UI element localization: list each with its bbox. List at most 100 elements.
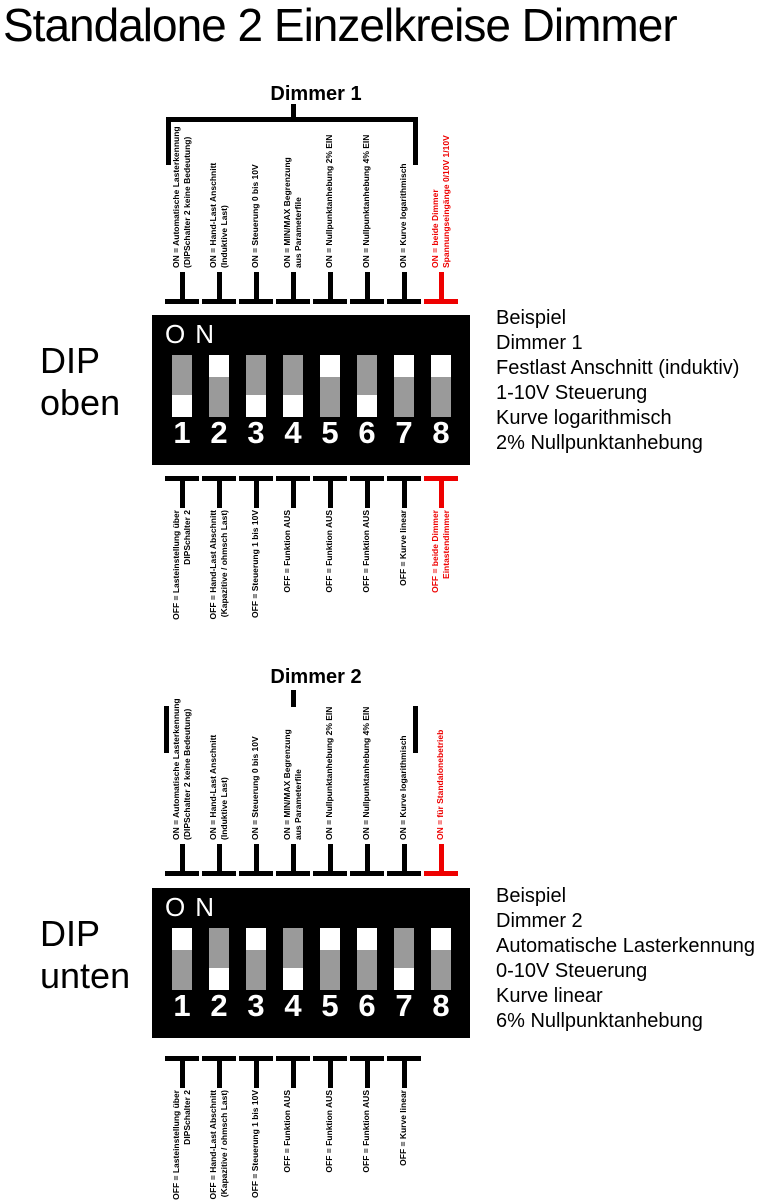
dip-switch-4 <box>283 355 303 417</box>
dip-switch-4 <box>283 928 303 990</box>
switch-actuator <box>209 968 229 990</box>
switch-actuator <box>246 928 266 950</box>
switch-actuator <box>357 395 377 417</box>
dip-switch-8 <box>431 355 451 417</box>
switch-7-off-label: OFF = Kurve linear <box>398 1090 408 1166</box>
example-oben: Beispiel Dimmer 1 Festlast Anschnitt (in… <box>496 306 739 456</box>
switch-7-top-tick <box>387 272 421 304</box>
switch-2-top-tick <box>202 272 236 304</box>
switch-3-off-label: OFF = Steuerung 1 bis 10V <box>250 1090 260 1198</box>
switch-1-top-tick <box>165 272 199 304</box>
switch-1-off-label: OFF = Lasteinstellung über DIPSchalter 2 <box>171 1090 192 1200</box>
switch-6-bottom-tick <box>350 1056 384 1088</box>
switch-number: 5 <box>321 415 339 450</box>
switch-actuator <box>172 395 192 417</box>
switch-8-bottom-tick <box>424 476 458 508</box>
switch-number: 4 <box>284 988 302 1023</box>
dip-unten-side-label: DIP unten <box>40 913 131 996</box>
example-line: Automatische Lasterkennung <box>496 935 756 957</box>
dip-switch-3 <box>246 928 266 990</box>
dimmer-1-label: Dimmer 1 <box>270 83 362 105</box>
switch-actuator <box>394 968 414 990</box>
example-line: Dimmer 2 <box>496 910 583 932</box>
dip-switch-5 <box>320 928 340 990</box>
switch-number: 1 <box>173 988 191 1023</box>
switch-number: 6 <box>358 988 376 1023</box>
switch-2-off-label: OFF = Hand-Last Abschnitt (Kapazitive / o… <box>208 1090 229 1200</box>
switch-8-off-label: OFF = beide Dimmer Eintastendimmer <box>430 510 451 593</box>
dip-switch-7 <box>394 355 414 417</box>
example-line: Kurve linear <box>496 985 603 1007</box>
on-marker: ON <box>165 319 224 349</box>
switch-3-bottom-tick <box>239 476 273 508</box>
bracket-end-left <box>166 117 171 165</box>
switch-4-bottom-tick <box>276 476 310 508</box>
switch-8-on-label: ON = für Standalonebetrieb <box>435 729 445 840</box>
switch-5-top-tick <box>313 844 347 876</box>
dip-switch-7 <box>394 928 414 990</box>
bracket-center-tick <box>291 690 296 707</box>
switch-actuator <box>320 928 340 950</box>
example-line: 1-10V Steuerung <box>496 382 648 404</box>
switch-number: 5 <box>321 988 339 1023</box>
switch-7-on-label: ON = Kurve logarithmisch <box>398 163 408 268</box>
switch-4-top-tick <box>276 272 310 304</box>
switch-8-on-label: ON = beide Dimmer Spannungseingänge 0/10V… <box>430 135 451 268</box>
switch-3-top-tick <box>239 272 273 304</box>
switch-2-off-label: OFF = Hand-Last Abschnitt (Kapazitive / o… <box>208 510 229 620</box>
switch-5-bottom-tick <box>313 1056 347 1088</box>
bracket-end-left <box>164 706 169 753</box>
switch-8-top-tick <box>424 844 458 876</box>
dip-switch-2 <box>209 355 229 417</box>
switch-number: 7 <box>395 988 413 1023</box>
switch-5-bottom-tick <box>313 476 347 508</box>
switch-7-top-tick <box>387 844 421 876</box>
switch-2-bottom-tick <box>202 1056 236 1088</box>
switch-number: 6 <box>358 415 376 450</box>
dip-oben-side-label: DIP oben <box>40 340 121 423</box>
switch-1-bottom-tick <box>165 1056 199 1088</box>
example-line: Beispiel <box>496 307 567 329</box>
dimmer-2-label: Dimmer 2 <box>270 666 362 688</box>
switch-actuator <box>431 355 451 377</box>
switch-1-on-label: ON = Automatische Lasterkennung (DIPSchal… <box>171 698 192 840</box>
switch-2-on-label: ON = Hand-Last Anschnitt (Induktive Last) <box>208 162 229 268</box>
switch-actuator <box>172 928 192 950</box>
switch-actuator <box>283 968 303 990</box>
dip-switch-6 <box>357 355 377 417</box>
switch-6-bottom-tick <box>350 476 384 508</box>
example-line: Beispiel <box>496 885 567 907</box>
switch-4-off-label: OFF = Funktion AUS <box>282 510 292 593</box>
switch-8-top-tick <box>424 272 458 304</box>
switch-1-bottom-tick <box>165 476 199 508</box>
bracket-center-tick <box>291 104 296 118</box>
dip-switch-3 <box>246 355 266 417</box>
switch-actuator <box>320 355 340 377</box>
switch-4-on-label: ON = MIN/MAX Begrenzung aus Parameterfile <box>282 729 303 840</box>
dip-switch-1 <box>172 355 192 417</box>
example-line: Festlast Anschnitt (induktiv) <box>496 357 740 379</box>
dip-switch-5 <box>320 355 340 417</box>
switch-number: 3 <box>247 988 265 1023</box>
switch-actuator <box>246 395 266 417</box>
switch-1-off-label: OFF = Lasteinstellung über DIPSchalter 2 <box>171 510 192 620</box>
switch-6-off-label: OFF = Funktion AUS <box>361 510 371 593</box>
switch-3-top-tick <box>239 844 273 876</box>
bracket-end-right <box>413 117 418 165</box>
switch-6-top-tick <box>350 272 384 304</box>
switch-3-off-label: OFF = Steuerung 1 bis 10V <box>250 510 260 618</box>
on-marker: ON <box>165 892 224 922</box>
switch-number: 7 <box>395 415 413 450</box>
switch-3-on-label: ON = Steuerung 0 bis 10V <box>250 164 260 268</box>
switch-3-bottom-tick <box>239 1056 273 1088</box>
switch-actuator <box>357 928 377 950</box>
dip-block-oben: ON 1 2 3 4 5 6 7 8 <box>152 315 470 465</box>
example-line: 6% Nullpunktanhebung <box>496 1010 703 1032</box>
switch-6-on-label: ON = Nullpunktanhebung 4% EIN <box>361 134 371 268</box>
example-line: Dimmer 1 <box>496 332 583 354</box>
example-line: Kurve logarithmisch <box>496 407 672 429</box>
switch-6-top-tick <box>350 844 384 876</box>
switch-number: 8 <box>432 988 450 1023</box>
switch-6-on-label: ON = Nullpunktanhebung 4% EIN <box>361 706 371 840</box>
